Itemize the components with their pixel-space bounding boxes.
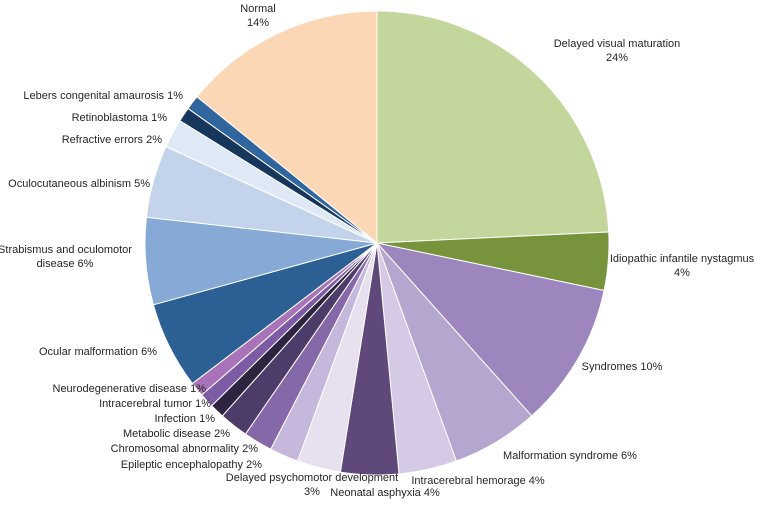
pie-slice-normal xyxy=(196,10,378,244)
slice-label-metabolic-disease: Metabolic disease 2% xyxy=(123,428,230,440)
slice-label-strabismus-and-oculomotor-disease: Strabismus and oculomotor disease 6% xyxy=(0,244,132,270)
slice-label-delayed-psychomotor-development: Delayed psychomotor development 3% xyxy=(226,472,398,498)
slice-label-delayed-visual-maturation: Delayed visual maturation 24% xyxy=(554,38,681,64)
slice-label-epileptic-encephalopathy: Epileptic encephalopathy 2% xyxy=(121,459,262,471)
pie-slice-syndromes xyxy=(376,242,605,417)
slice-label-malformation-syndrome: Malformation syndrome 6% xyxy=(503,450,637,462)
pie-slices xyxy=(144,10,610,476)
slice-label-infection: Infection 1% xyxy=(154,413,215,425)
slice-label-neonatal-asphyxia: Neonatal asphyxia 4% xyxy=(330,487,440,499)
slice-label-chromosomal-abnormality: Chromosomal abnormality 2% xyxy=(111,443,259,455)
slice-label-normal: Normal 14% xyxy=(240,3,275,29)
slice-label-oculocutaneous-albinism: Oculocutaneous albinism 5% xyxy=(8,178,150,190)
slice-label-neurodegenerative-disease: Neurodegenerative disease 1% xyxy=(53,383,207,395)
slice-label-ocular-malformation: Ocular malformation 6% xyxy=(39,346,157,358)
slice-label-idiopathic-infantile-nystagmus: Idiopathic infantile nystagmus 4% xyxy=(610,253,755,279)
slice-label-lebers-congenital-amaurosis: Lebers congenital amaurosis 1% xyxy=(23,90,183,102)
pie-labels: Delayed visual maturation 24% Idiopathic i… xyxy=(0,3,755,499)
slice-label-intracerebral-tumor: Intracerebral tumor 1% xyxy=(99,398,211,410)
slice-label-refractive-errors: Refractive errors 2% xyxy=(62,134,162,146)
slice-label-syndromes: Syndromes 10% xyxy=(582,361,663,373)
slice-label-retinoblastoma: Retinoblastoma 1% xyxy=(72,112,168,124)
slice-label-intracerebral-hemorage: Intracerebral hemorage 4% xyxy=(411,475,545,487)
pie-slice-delayed-visual-maturation xyxy=(376,10,610,244)
